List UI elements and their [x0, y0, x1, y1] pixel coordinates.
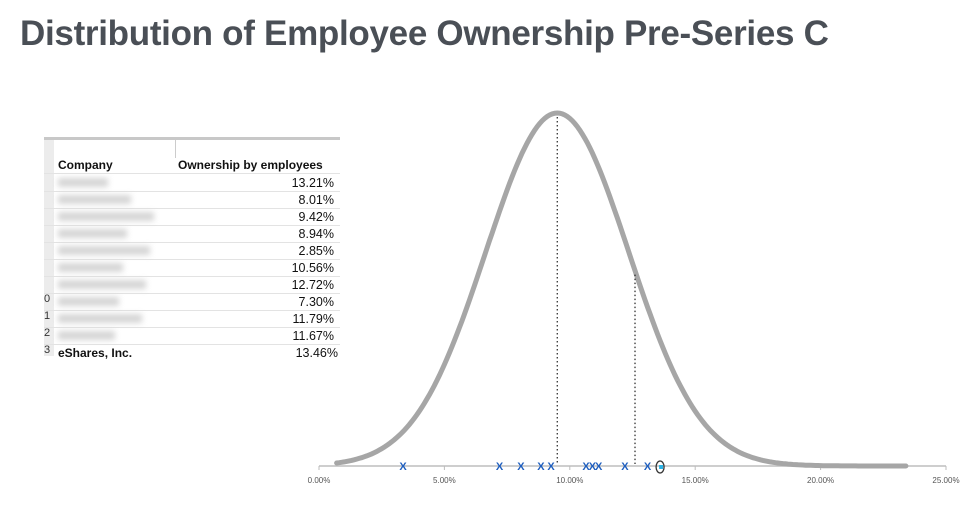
blurred-company-name — [58, 331, 115, 340]
slide-title: Distribution of Employee Ownership Pre-S… — [20, 14, 829, 53]
data-point-marker: X — [496, 461, 504, 473]
data-point-marker: X — [595, 461, 603, 473]
header-row: Company Ownership by employees — [44, 156, 340, 174]
ownership-value: 11.67% — [292, 329, 334, 343]
data-point-marker: X — [582, 461, 590, 473]
blurred-company-name — [58, 246, 150, 255]
ownership-value: 11.79% — [292, 312, 334, 326]
highlight-circle — [655, 460, 665, 474]
table-row: 8.01% — [44, 191, 340, 209]
normal-distribution-curve — [334, 110, 909, 469]
data-point-marker: X — [644, 461, 652, 473]
spreadsheet-table: Company Ownership by employees 13.21% 8.0… — [44, 137, 340, 361]
data-point-marker: X — [589, 461, 597, 473]
column-divider — [175, 140, 176, 158]
table-row: 3 eShares, Inc. 13.46% — [44, 344, 340, 361]
data-point-marker: X — [537, 461, 545, 473]
highlight-point — [659, 465, 664, 469]
table-row: 13.21% — [44, 174, 340, 192]
row-number: 0 — [44, 293, 51, 305]
table-row: 9.42% — [44, 208, 340, 226]
data-point-marker: X — [399, 461, 407, 473]
table-row: 0 7.30% — [44, 293, 340, 311]
row-number: 3 — [44, 344, 51, 356]
blurred-company-name — [58, 178, 108, 187]
ownership-value: 2.85% — [298, 244, 334, 258]
ownership-value: 10.56% — [291, 261, 334, 275]
row-number: 1 — [44, 310, 51, 322]
blurred-company-name — [58, 229, 127, 238]
x-tick-label: 15.00% — [682, 476, 709, 485]
x-tick-label: 5.00% — [433, 476, 456, 485]
table-row: 10.56% — [44, 259, 340, 277]
table-row: 1 11.79% — [44, 310, 340, 328]
table-row: 2.85% — [44, 242, 340, 260]
table-row: 2 11.67% — [44, 327, 340, 345]
blurred-company-name — [58, 212, 154, 221]
blurred-company-name — [58, 195, 131, 204]
x-tick-label: 0.00% — [308, 476, 331, 485]
header-ownership: Ownership by employees — [178, 158, 323, 172]
data-point-marker: X — [547, 461, 555, 473]
blurred-company-name — [58, 314, 142, 323]
header-company: Company — [58, 158, 113, 172]
ownership-value: 7.30% — [298, 295, 334, 309]
row-number: 2 — [44, 327, 51, 339]
blurred-company-name — [58, 280, 146, 289]
company-name: eShares, Inc. — [58, 346, 133, 360]
row-header-column — [44, 140, 54, 356]
sheet-top-bar — [44, 137, 340, 140]
ownership-value: 13.21% — [291, 176, 334, 190]
data-point-marker: X — [517, 461, 525, 473]
ownership-value: 12.72% — [291, 278, 334, 292]
ownership-value: 13.46% — [295, 346, 338, 360]
ownership-value: 8.94% — [298, 227, 334, 241]
x-tick-label: 10.00% — [556, 476, 583, 485]
ownership-value: 9.42% — [298, 210, 334, 224]
data-point-marker: X — [621, 461, 629, 473]
ownership-value: 8.01% — [298, 193, 334, 207]
blurred-company-name — [58, 297, 119, 306]
blurred-company-name — [58, 263, 123, 272]
x-tick-label: 25.00% — [932, 476, 959, 485]
x-tick-label: 20.00% — [807, 476, 834, 485]
table-row: 12.72% — [44, 276, 340, 294]
table-row: 8.94% — [44, 225, 340, 243]
